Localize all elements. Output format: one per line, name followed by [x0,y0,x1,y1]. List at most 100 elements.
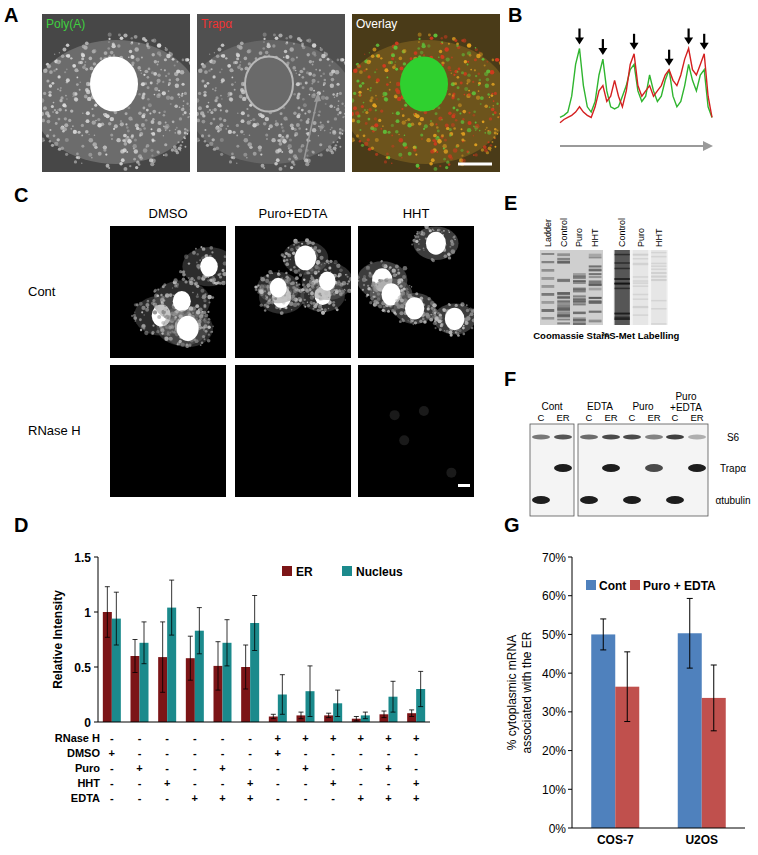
speck [164,69,166,71]
speck [139,156,143,160]
speck [92,142,96,146]
speck [297,303,300,306]
speck [451,123,455,127]
speck [334,117,337,120]
speck [172,58,175,61]
speck [74,92,77,95]
speck [161,301,163,303]
speck [434,142,438,146]
speck [448,111,451,114]
speck [208,277,209,278]
speck [64,117,67,120]
speck [212,325,214,327]
speck [310,301,313,304]
speck [173,145,177,149]
speck [473,135,474,136]
speck [187,116,189,118]
speck [382,92,387,97]
speck [152,110,156,114]
speck [436,126,439,129]
speck [188,277,190,279]
speck [364,142,368,146]
speck [357,65,360,68]
speck [202,294,207,299]
speck [474,58,477,61]
speck [475,129,476,130]
speck [134,47,138,51]
speck [43,68,48,73]
speck [176,127,178,129]
speck [139,302,143,306]
speck [392,66,396,70]
speck [219,123,223,127]
speck [165,293,170,298]
speck [491,94,494,97]
speck [344,113,345,115]
speck [485,129,487,131]
speck [396,90,400,94]
speck [117,44,120,47]
speck [357,64,361,68]
speck [376,43,380,47]
speck [272,44,275,47]
speck [207,326,210,329]
speck [467,64,469,66]
speck [190,105,191,107]
speck [464,60,467,63]
speck [81,134,83,136]
speck [307,39,311,43]
micrograph [42,14,190,172]
speck [312,151,315,154]
speck [438,56,440,58]
speck [145,308,149,312]
speck [178,146,182,150]
speck [335,307,338,310]
speck [167,333,170,336]
speck [141,82,145,86]
speck [92,114,95,117]
speck [244,138,249,143]
speck [352,138,355,143]
speck [157,128,161,132]
speck [212,109,214,111]
speck [263,38,265,40]
speck [373,48,377,52]
speck [198,92,201,95]
speck [214,52,215,53]
speck [337,59,340,62]
speck [311,83,313,85]
speck [454,70,458,74]
cell-body [153,280,210,322]
line-direction [560,145,704,147]
speck [487,93,489,95]
speck [271,138,275,142]
speck [120,149,124,153]
speck [93,62,96,65]
speck [235,82,236,83]
speck [320,296,324,300]
speck [171,148,174,151]
speck [324,52,326,54]
peak-arrow [684,29,693,45]
speck [177,141,179,143]
speck [160,328,164,332]
speck [240,68,243,71]
speck [179,117,182,120]
speck [369,60,371,62]
speck [329,132,331,134]
speck [184,146,186,148]
speck [86,90,90,94]
speck [458,103,462,107]
speck [500,108,501,111]
speck [369,99,372,102]
speck [176,78,180,82]
speck [319,58,322,61]
speck [303,292,304,293]
speck [324,291,328,295]
speck [293,302,297,306]
speck [229,98,233,102]
speck [236,145,239,148]
speck [231,153,234,156]
speck [485,84,489,88]
speck [461,159,466,164]
